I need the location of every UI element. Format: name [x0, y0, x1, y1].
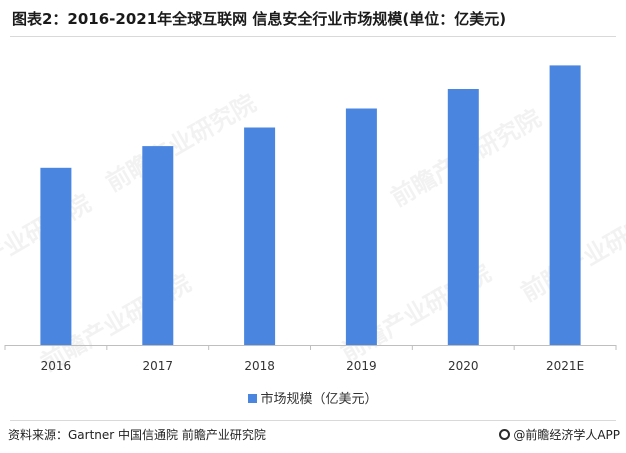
legend-swatch	[248, 394, 258, 403]
bar-2018	[244, 127, 276, 345]
bar-2020	[447, 89, 479, 345]
bar-2021E	[549, 65, 581, 346]
legend: 市场规模（亿美元）	[0, 388, 626, 407]
x-tick-label: 2020	[448, 359, 479, 373]
legend-label: 市场规模（亿美元）	[260, 392, 378, 407]
brand-text: @前瞻经济学人APP	[513, 428, 620, 442]
footer-divider	[10, 420, 616, 421]
brand-logo-icon	[499, 429, 511, 440]
x-tick-label: 2017	[143, 359, 174, 373]
source-note: 资料来源：Gartner 中国信通院 前瞻产业研究院	[8, 428, 266, 442]
x-tick-label: 2019	[346, 359, 377, 373]
bar-2016	[40, 167, 72, 345]
x-tick-label: 2018	[244, 359, 275, 373]
x-tick-label: 2021E	[546, 359, 584, 373]
title-divider	[10, 36, 616, 37]
brand-credit: @前瞻经济学人APP	[499, 426, 620, 443]
watermark-text: 前瞻产业研究院	[101, 89, 260, 197]
x-tick-label: 2016	[41, 359, 72, 373]
chart-title: 图表2：2016-2021年全球互联网 信息安全行业市场规模(单位：亿美元)	[12, 10, 507, 28]
bar-2019	[345, 108, 377, 345]
bar-2017	[142, 146, 174, 345]
